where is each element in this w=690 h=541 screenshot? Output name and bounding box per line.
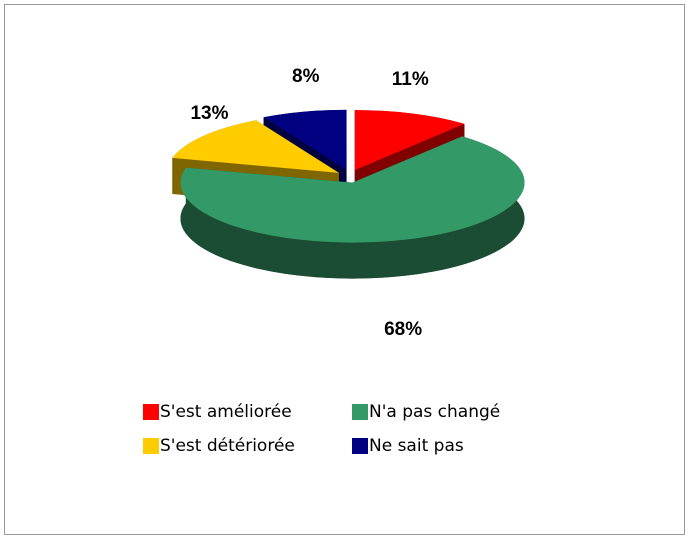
legend-label: S'est améliorée — [160, 402, 292, 422]
legend: S'est améliorée N'a pas changé S'est détér… — [143, 402, 500, 456]
slice — [263, 109, 347, 170]
legend-swatch — [352, 438, 368, 454]
legend-label: Ne sait pas — [369, 436, 464, 456]
slice — [354, 110, 465, 171]
slice — [172, 120, 339, 173]
legend-label: N'a pas changé — [369, 402, 500, 422]
data-label: 11% — [392, 69, 429, 90]
legend-label: S'est détériorée — [160, 436, 295, 456]
data-label: 68% — [384, 319, 422, 340]
pie: 11% 68% 13% 8% — [172, 66, 525, 340]
legend-swatch — [143, 438, 159, 454]
slice — [180, 136, 525, 243]
slice-side — [180, 136, 525, 279]
legend-swatch — [352, 404, 368, 420]
data-label: 13% — [190, 103, 228, 124]
data-label: 8% — [292, 66, 320, 87]
legend-swatch — [143, 404, 159, 420]
